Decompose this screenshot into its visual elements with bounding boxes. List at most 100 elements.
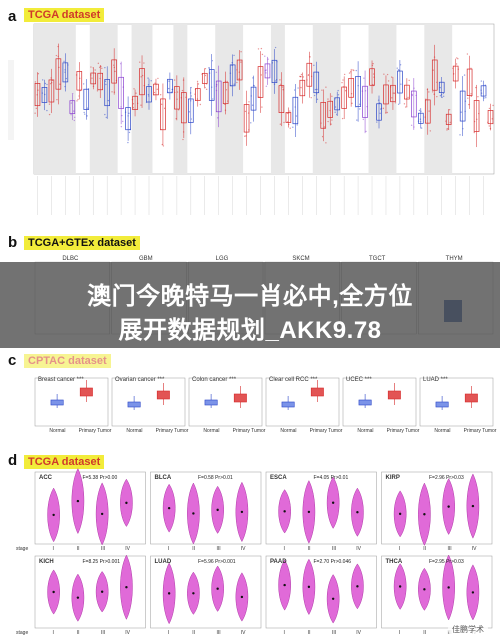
panel-a-point (181, 89, 184, 92)
panel-a-box (34, 83, 41, 107)
panel-a-point (265, 85, 268, 87)
panel-a-point (334, 111, 336, 113)
panel-d-stat: F=2.95 Pr>0.03 (429, 559, 464, 565)
panel-a-point (233, 54, 235, 57)
panel-d-stage-tick: II (192, 546, 196, 552)
panel-a-point (73, 119, 76, 122)
panel-d-stage-tick: III (100, 630, 106, 636)
panel-a-point (313, 64, 315, 67)
panel-a-box (390, 84, 396, 103)
panel-a-box (62, 62, 69, 83)
panel-a-box (181, 92, 187, 124)
panel-a-box (146, 86, 152, 103)
panel-a-point (337, 94, 340, 96)
panel-a-point (167, 87, 170, 90)
panel-a-point (175, 118, 177, 120)
panel-a-point (295, 115, 298, 117)
panel-a-point (372, 62, 374, 65)
panel-a-point (391, 97, 393, 99)
panel-d-median (52, 590, 55, 594)
panel-d-stage-tick: III (216, 630, 221, 636)
panel-a-box (48, 79, 55, 103)
panel-c-frame (34, 377, 109, 427)
panel-a-point (236, 81, 238, 84)
panel-a-box (313, 71, 320, 94)
panel-a-point (264, 55, 266, 57)
panel-b-group-label: TGCT (369, 256, 386, 262)
panel-d-median (307, 510, 311, 514)
panel-a-point (432, 91, 434, 93)
panel-a-box (83, 88, 90, 110)
panel-a-point (485, 97, 487, 99)
panel-a-box (194, 88, 201, 101)
panel-a-point (215, 71, 218, 74)
panel-d-median (167, 592, 171, 595)
panel-d-letter: d (8, 452, 18, 469)
panel-d-plot-title: KICH (39, 559, 54, 565)
panel-a-box (111, 59, 117, 84)
panel-d-stage-tick: I (398, 630, 401, 636)
panel-d-stat: F=4.05 Pr>0.01 (313, 475, 349, 481)
panel-a-point (442, 95, 445, 98)
panel-a-box (369, 68, 375, 86)
panel-a-point (120, 125, 123, 128)
panel-d-plot-title: BLCA (154, 475, 172, 481)
panel-a-box (160, 98, 166, 131)
panel-a-box (236, 59, 243, 81)
panel-a-point (325, 142, 327, 144)
panel-a-point (260, 74, 262, 76)
panel-a-point (46, 109, 48, 112)
panel-c-normal-box (358, 399, 372, 406)
panel-d-plot-title: KIRP (385, 475, 400, 481)
panel-b-group-label: SKCM (292, 256, 310, 262)
panel-d-stage-tick: III (216, 546, 221, 552)
panel-c-dataset-title: CPTAC dataset (24, 354, 111, 368)
panel-a-box (188, 98, 194, 123)
panel-d-stage-tick: I (52, 546, 54, 552)
panel-a-point (456, 57, 458, 59)
panel-c-tumor-box (387, 390, 401, 400)
panel-c-normal-box (127, 401, 141, 408)
panel-c-xlabel: Primary Tumor (78, 428, 112, 434)
panel-a-point (282, 89, 284, 91)
panel-d-median (307, 585, 311, 589)
panel-a-point (325, 86, 327, 88)
panel-a-box (320, 102, 327, 129)
panel-d-median (331, 501, 335, 504)
panel-a-point (245, 135, 247, 137)
panel-a-point (34, 112, 36, 114)
panel-a-point (86, 107, 89, 109)
panel-a-point (470, 95, 473, 98)
panel-a-point (396, 67, 398, 69)
panel-a-point (420, 127, 423, 129)
panel-c-plot-title: UCEC *** (346, 377, 372, 383)
panel-a-point (97, 62, 100, 65)
panel-a-box (97, 72, 104, 91)
panel-a-box (341, 86, 347, 109)
panel-c-tumor-box (156, 390, 170, 400)
panel-d-stat: F=5.96 Pr>0.001 (198, 559, 236, 565)
panel-a-point (365, 130, 367, 133)
panel-a-box (424, 99, 431, 124)
panel-d-median (283, 510, 286, 513)
panel-a-point (428, 91, 430, 93)
panel-a-box (104, 79, 110, 107)
panel-d-median (398, 512, 402, 516)
panel-a-point (289, 110, 291, 112)
panel-a-point (468, 103, 470, 106)
panel-a-point (359, 108, 361, 110)
panel-a-point (265, 72, 267, 74)
panel-a-point (344, 90, 347, 92)
panel-a-point (274, 46, 277, 49)
panel-a-point (292, 126, 294, 128)
panel-d-median (167, 506, 171, 510)
panel-a-point (204, 74, 207, 77)
panel-a-band (424, 24, 453, 174)
panel-a-point (342, 79, 344, 81)
panel-d-stage-tick: I (167, 546, 170, 552)
panel-a-point (316, 88, 318, 91)
panel-a-point (159, 93, 162, 96)
panel-a-box (418, 112, 424, 124)
panel-a-point (289, 127, 291, 129)
panel-c-xlabel: Primary Tumor (386, 428, 420, 434)
